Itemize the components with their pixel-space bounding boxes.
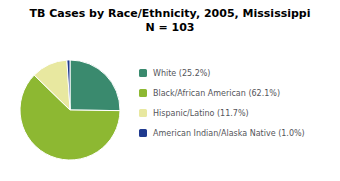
svg-text:White (25.2%): White (25.2%) bbox=[153, 69, 210, 78]
svg-text:Hispanic/Latino (11.7%): Hispanic/Latino (11.7%) bbox=[153, 109, 249, 118]
svg-text:N = 103: N = 103 bbox=[145, 21, 194, 34]
svg-text:Black/African American (62.1%): Black/African American (62.1%) bbox=[153, 89, 280, 98]
svg-text:TB Cases by Race/Ethnicity, 20: TB Cases by Race/Ethnicity, 2005, Missis… bbox=[29, 7, 310, 20]
svg-text:American Indian/Alaska Native: American Indian/Alaska Native (1.0%) bbox=[153, 129, 305, 138]
